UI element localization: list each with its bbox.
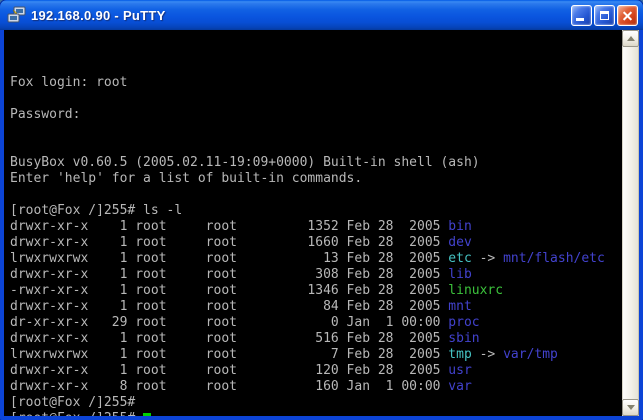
terminal-line xyxy=(10,123,622,139)
terminal-line: -rwxr-xr-x 1 root root 1346 Feb 28 2005 … xyxy=(10,283,504,298)
terminal-line xyxy=(10,187,622,203)
terminal-line: lrwxrwxrwx 1 root root 13 Feb 28 2005 et… xyxy=(10,251,605,266)
chevron-down-icon xyxy=(626,405,635,410)
terminal-lines: Fox login: root Password: BusyBox v0.60.… xyxy=(10,75,622,416)
terminal-line: drwxr-xr-x 1 root root 84 Feb 28 2005 mn… xyxy=(10,299,472,314)
terminal-line: Password: xyxy=(10,107,81,122)
putty-app-icon[interactable] xyxy=(7,6,27,24)
terminal-line: drwxr-xr-x 1 root root 120 Feb 28 2005 u… xyxy=(10,363,472,378)
minimize-button[interactable] xyxy=(571,4,592,26)
maximize-icon xyxy=(600,10,609,20)
terminal-cursor xyxy=(143,413,152,416)
window-controls xyxy=(571,4,638,26)
scrollbar[interactable] xyxy=(622,30,639,416)
terminal-line: dr-xr-xr-x 29 root root 0 Jan 1 00:00 pr… xyxy=(10,315,480,330)
terminal-line: drwxr-xr-x 1 root root 1352 Feb 28 2005 … xyxy=(10,219,472,234)
terminal-line: drwxr-xr-x 8 root root 160 Jan 1 00:00 v… xyxy=(10,379,472,394)
scroll-up-button[interactable] xyxy=(622,30,639,47)
terminal-line: BusyBox v0.60.5 (2005.02.11-19:09+0000) … xyxy=(10,155,480,170)
terminal-line: drwxr-xr-x 1 root root 308 Feb 28 2005 l… xyxy=(10,267,472,282)
close-button[interactable] xyxy=(617,4,638,26)
chevron-up-icon xyxy=(626,36,635,41)
scroll-down-button[interactable] xyxy=(622,399,639,416)
terminal-screen[interactable]: Fox login: root Password: BusyBox v0.60.… xyxy=(4,30,622,416)
window-body: Fox login: root Password: BusyBox v0.60.… xyxy=(4,30,639,416)
terminal-line: [root@Fox /]255# ls -l xyxy=(10,203,183,218)
terminal-line: [root@Fox /]255# xyxy=(10,395,136,410)
terminal-line: Fox login: root xyxy=(10,75,128,90)
maximize-button[interactable] xyxy=(594,4,615,26)
terminal-line xyxy=(10,91,622,107)
terminal-line: drwxr-xr-x 1 root root 516 Feb 28 2005 s… xyxy=(10,331,480,346)
terminal-line: Enter 'help' for a list of built-in comm… xyxy=(10,171,363,186)
window-title: 192.168.0.90 - PuTTY xyxy=(31,7,166,23)
minimize-icon xyxy=(576,17,584,21)
terminal-line: [root@Fox /]255# xyxy=(10,411,622,416)
terminal-line xyxy=(10,139,622,155)
terminal-line: lrwxrwxrwx 1 root root 7 Feb 28 2005 tmp… xyxy=(10,347,558,362)
scrollbar-thumb[interactable] xyxy=(622,47,639,399)
terminal-line: drwxr-xr-x 1 root root 1660 Feb 28 2005 … xyxy=(10,235,472,250)
titlebar[interactable]: 192.168.0.90 - PuTTY xyxy=(0,0,643,30)
